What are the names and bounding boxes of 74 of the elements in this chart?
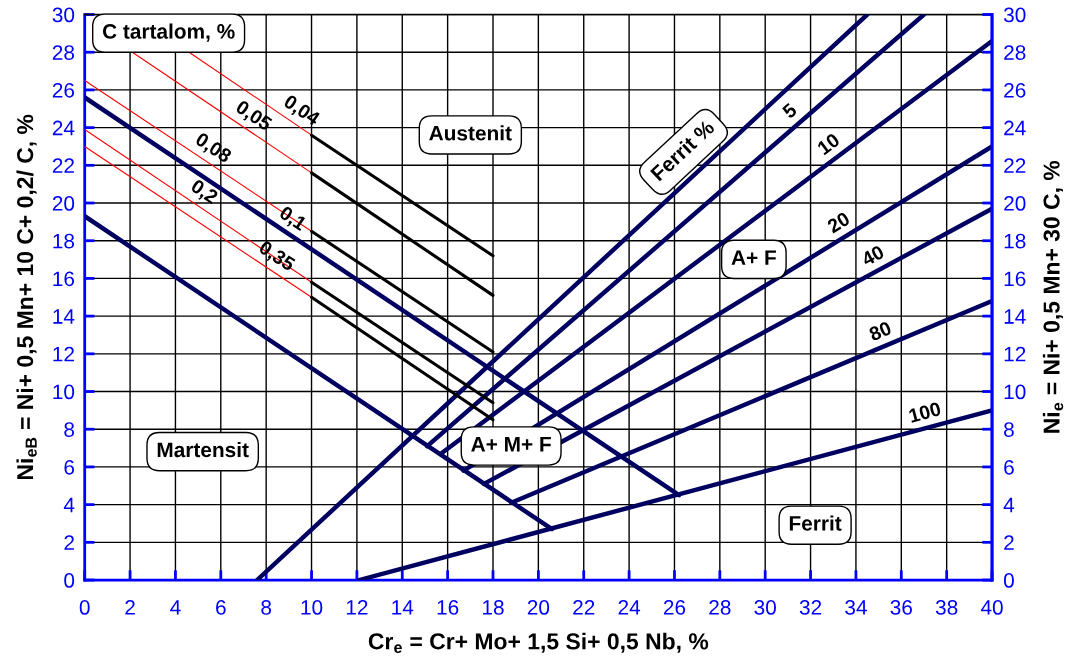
- y2-tick-label: 16: [1004, 271, 1026, 287]
- text: 40: [860, 244, 885, 267]
- x-tick-label: 34: [845, 600, 867, 615]
- y-tick-label: 8: [64, 422, 75, 437]
- x-tick-label: 14: [392, 600, 414, 615]
- text: 5: [781, 102, 798, 120]
- x-tick-label: 30: [754, 600, 776, 615]
- y2-tick-label: 28: [1004, 45, 1026, 60]
- x-tick-label: 12: [346, 600, 368, 615]
- y2-tick-label: 8: [1004, 422, 1014, 437]
- x-tick-label: 6: [216, 600, 226, 615]
- text: 0,04: [281, 93, 322, 129]
- text: 20: [826, 211, 851, 234]
- x-tick-label: 26: [663, 600, 686, 615]
- y-tick-label: 16: [53, 271, 75, 287]
- y-tick-label: 28: [52, 45, 75, 60]
- x-tick-label: 28: [709, 600, 731, 615]
- x-axis-title: Cr$_{e}$ = Cr+ Mo+ 1,5 Si+ 0,5 Nb, %: [368, 632, 709, 654]
- x-tick-label: 36: [890, 600, 912, 615]
- y2-tick-label: 4: [1003, 497, 1015, 513]
- text: 0,35: [256, 239, 297, 274]
- y-tick-label: 2: [64, 535, 74, 550]
- y2-tick-label: 0: [1003, 573, 1014, 588]
- y2-tick-label: 26: [1004, 82, 1026, 98]
- text: 0,1: [277, 205, 308, 234]
- y-tick-label: 10: [53, 384, 75, 400]
- annotation: C tartalom, %: [102, 23, 235, 42]
- y2-tick-label: 30: [1003, 7, 1026, 23]
- y2-axis-title: Ni$_{e}$ = Ni+ 0,5 Mn+ 30 C, %: [1042, 160, 1064, 433]
- x-tick-label: 8: [261, 600, 272, 615]
- x-tick-label: 38: [935, 600, 958, 615]
- y2-tick-label: 6: [1004, 459, 1014, 475]
- x-tick-label: 2: [125, 600, 135, 615]
- text: 0,2: [188, 178, 219, 207]
- annotation: Martensit: [157, 441, 249, 458]
- x-tick-label: 4: [170, 600, 181, 615]
- y-tick-label: 12: [53, 346, 74, 362]
- x-tick-label: 20: [527, 600, 550, 615]
- y2-tick-label: 12: [1004, 346, 1026, 362]
- x-tick-label: 22: [573, 600, 595, 615]
- y-tick-label: 0: [64, 573, 75, 588]
- y-tick-label: 6: [64, 459, 75, 475]
- y2-tick-label: 22: [1004, 158, 1026, 173]
- text: 0,05: [233, 99, 274, 134]
- y-tick-label: 26: [52, 82, 75, 98]
- annotation: A+ M+ F: [471, 437, 551, 452]
- y-axis-title: Ni$_{eB}$ = Ni+ 0,5 Mn+ 10 C+ 0,2/ C, %: [16, 114, 37, 480]
- annotation: Austenit: [429, 125, 512, 141]
- x-tick-label: 24: [618, 600, 641, 615]
- x-tick-label: 18: [483, 600, 504, 615]
- y-tick-label: 24: [52, 120, 75, 136]
- y2-tick-label: 10: [1004, 384, 1026, 400]
- text: 10: [816, 132, 841, 156]
- x-tick-label: 10: [301, 600, 323, 615]
- annotation: A+ F: [731, 250, 776, 265]
- y2-tick-label: 20: [1004, 196, 1026, 211]
- y-tick-label: 4: [63, 497, 75, 513]
- x-tick-label: 0: [79, 600, 90, 615]
- text: 100: [908, 401, 942, 423]
- y-tick-label: 14: [53, 309, 75, 324]
- text: 0,08: [193, 131, 233, 166]
- x-tick-label: 16: [437, 600, 459, 615]
- y2-tick-label: 24: [1004, 120, 1026, 136]
- y2-tick-label: 18: [1004, 233, 1026, 249]
- y-tick-label: 18: [53, 233, 75, 249]
- y-tick-label: 22: [52, 158, 74, 173]
- annotation: Ferrit: [789, 515, 842, 531]
- y2-tick-label: 2: [1004, 535, 1014, 550]
- text: 80: [868, 320, 893, 342]
- x-tick-label: 32: [799, 600, 822, 615]
- y-tick-label: 20: [52, 196, 75, 211]
- y-tick-label: 30: [52, 7, 75, 23]
- y2-tick-label: 14: [1004, 309, 1026, 324]
- x-tick-label: 40: [980, 600, 1003, 615]
